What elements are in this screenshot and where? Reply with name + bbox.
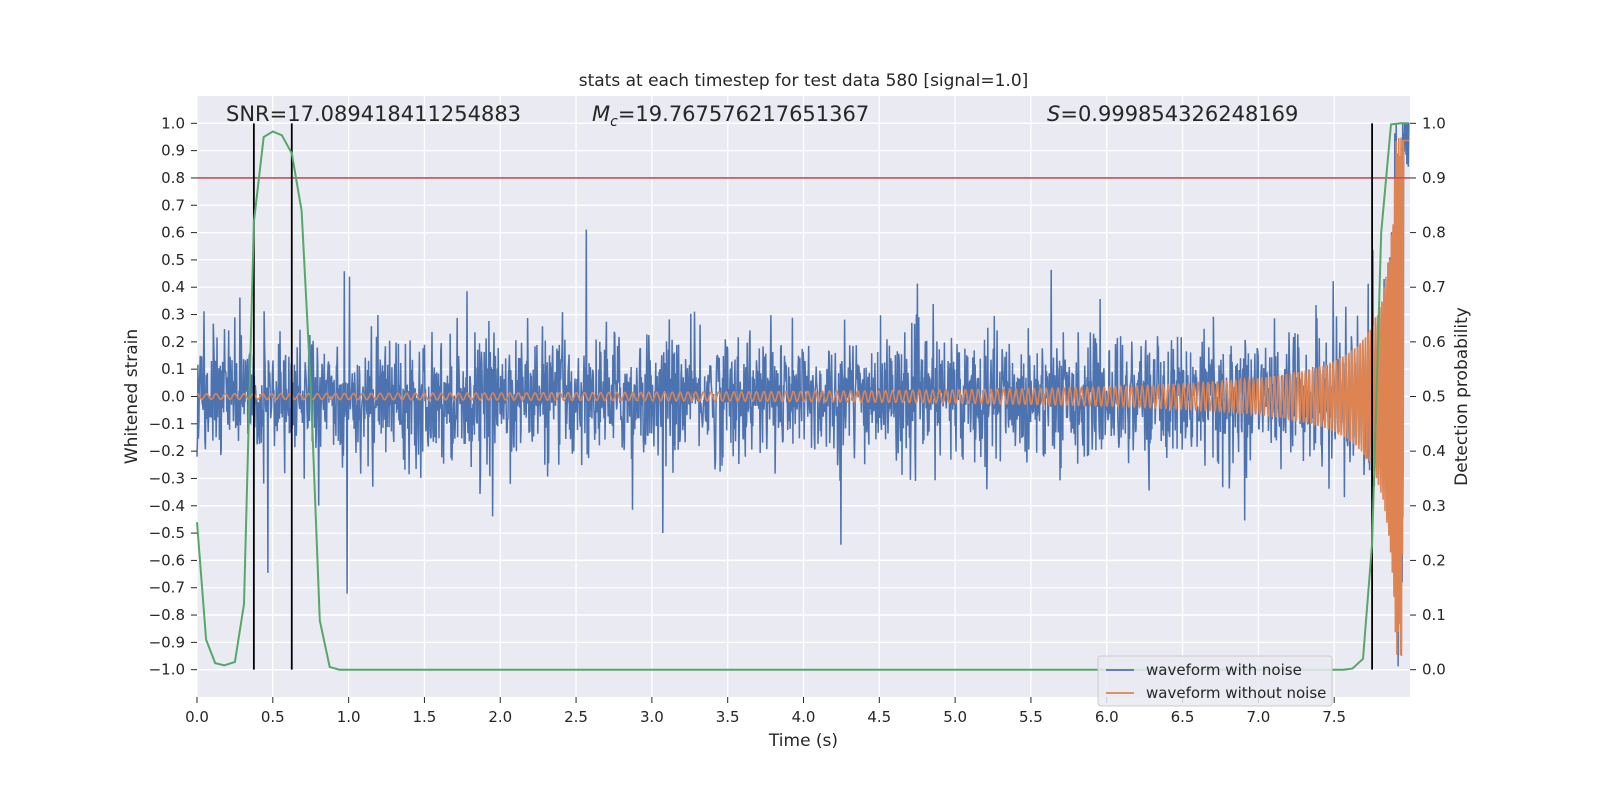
chirp-mass-annotation: Mc=19.767576217651367	[592, 102, 869, 130]
y-tick-label: −0.6	[149, 551, 185, 569]
y-tick-label: −0.9	[149, 633, 185, 651]
y-tick-label: −0.2	[149, 442, 185, 460]
y2-tick-label: 0.8	[1422, 224, 1446, 242]
y-tick-label: −0.7	[149, 579, 185, 597]
y2-tick-label: 0.7	[1422, 278, 1446, 296]
y-tick-label: −0.8	[149, 606, 185, 624]
x-tick-label: 7.5	[1322, 708, 1346, 726]
detection-probability-line	[196, 122, 1409, 671]
snr-annotation: SNR=17.089418411254883	[226, 102, 521, 126]
y-tick-label: 0.2	[161, 333, 185, 351]
y2-tick-label: 0.4	[1422, 442, 1446, 460]
x-tick-label: 2.5	[564, 708, 588, 726]
y-tick-label: 0.3	[161, 306, 185, 324]
x-axis-label: Time (s)	[768, 731, 838, 751]
detection-stat-annotation: S=0.999854326248169	[1047, 102, 1298, 126]
x-tick-label: 4.0	[792, 708, 816, 726]
y-tick-label: 0.0	[161, 388, 185, 406]
y2-tick-label: 0.3	[1422, 497, 1446, 515]
y2-tick-label: 0.5	[1422, 388, 1446, 406]
x-tick-label: 3.5	[716, 708, 740, 726]
y2-tick-label: 0.2	[1422, 551, 1446, 569]
y2-tick-label: 1.0	[1422, 114, 1446, 132]
mc-value: =19.767576217651367	[618, 102, 869, 126]
legend: waveform with noise waveform without noi…	[1097, 655, 1333, 707]
x-tick-label: 5.0	[943, 708, 967, 726]
y-tick-label: 0.9	[161, 142, 185, 160]
s-value: =0.999854326248169	[1060, 102, 1298, 126]
x-tick-label: 4.5	[867, 708, 891, 726]
y-tick-label: −0.4	[149, 497, 185, 515]
series-layer	[196, 122, 1410, 667]
x-tick-label: 3.0	[640, 708, 664, 726]
y-tick-label: 0.4	[161, 278, 185, 296]
x-tick-label: 0.5	[261, 708, 285, 726]
y2-tick-label: 0.1	[1422, 606, 1446, 624]
y2-tick-label: 0.6	[1422, 333, 1446, 351]
mc-subscript: c	[610, 114, 618, 130]
y2-tick-label: 0.0	[1422, 661, 1446, 679]
mc-symbol: M	[592, 102, 610, 126]
legend-box	[1097, 655, 1333, 707]
x-tick-label: 6.5	[1171, 708, 1195, 726]
clean-waveform-line	[196, 137, 1410, 657]
y-tick-label: 0.6	[161, 224, 185, 242]
y2-tick-label: 0.9	[1422, 169, 1446, 187]
y-tick-label: −1.0	[149, 661, 185, 679]
y-tick-label: 0.5	[161, 251, 185, 269]
overlay-layer	[196, 122, 1410, 671]
legend-label-clean: waveform without noise	[1146, 684, 1326, 702]
chart-title: stats at each timestep for test data 580…	[579, 71, 1029, 91]
y-tick-label: 1.0	[161, 114, 185, 132]
axes-layer: 0.0 0.5 1.0 1.5 2.0 2.5 3.0 3.5 4.0 4.5 5.0 5.5 6.0 6…	[149, 114, 1446, 726]
y-tick-label: −0.5	[149, 524, 185, 542]
x-tick-label: 2.0	[488, 708, 512, 726]
legend-label-noise: waveform with noise	[1146, 661, 1302, 679]
x-tick-label: 1.5	[413, 708, 437, 726]
y-tick-label: −0.1	[149, 415, 185, 433]
s-symbol: S	[1047, 102, 1060, 126]
x-tick-label: 0.0	[185, 708, 209, 726]
x-tick-label: 1.0	[337, 708, 361, 726]
y-axis-label: Whitened strain	[122, 329, 142, 464]
x-tick-label: 6.0	[1095, 708, 1119, 726]
y-tick-label: 0.8	[161, 169, 185, 187]
y-tick-label: 0.7	[161, 196, 185, 214]
x-tick-label: 5.5	[1019, 708, 1043, 726]
y2-axis-label: Detection probability	[1452, 307, 1472, 486]
y-tick-label: −0.3	[149, 469, 185, 487]
y-tick-label: 0.1	[161, 360, 185, 378]
x-tick-label: 7.0	[1246, 708, 1270, 726]
